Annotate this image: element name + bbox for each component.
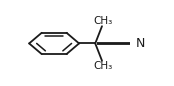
Text: CH₃: CH₃ <box>93 61 112 71</box>
Text: CH₃: CH₃ <box>93 16 112 26</box>
Text: N: N <box>136 37 145 50</box>
